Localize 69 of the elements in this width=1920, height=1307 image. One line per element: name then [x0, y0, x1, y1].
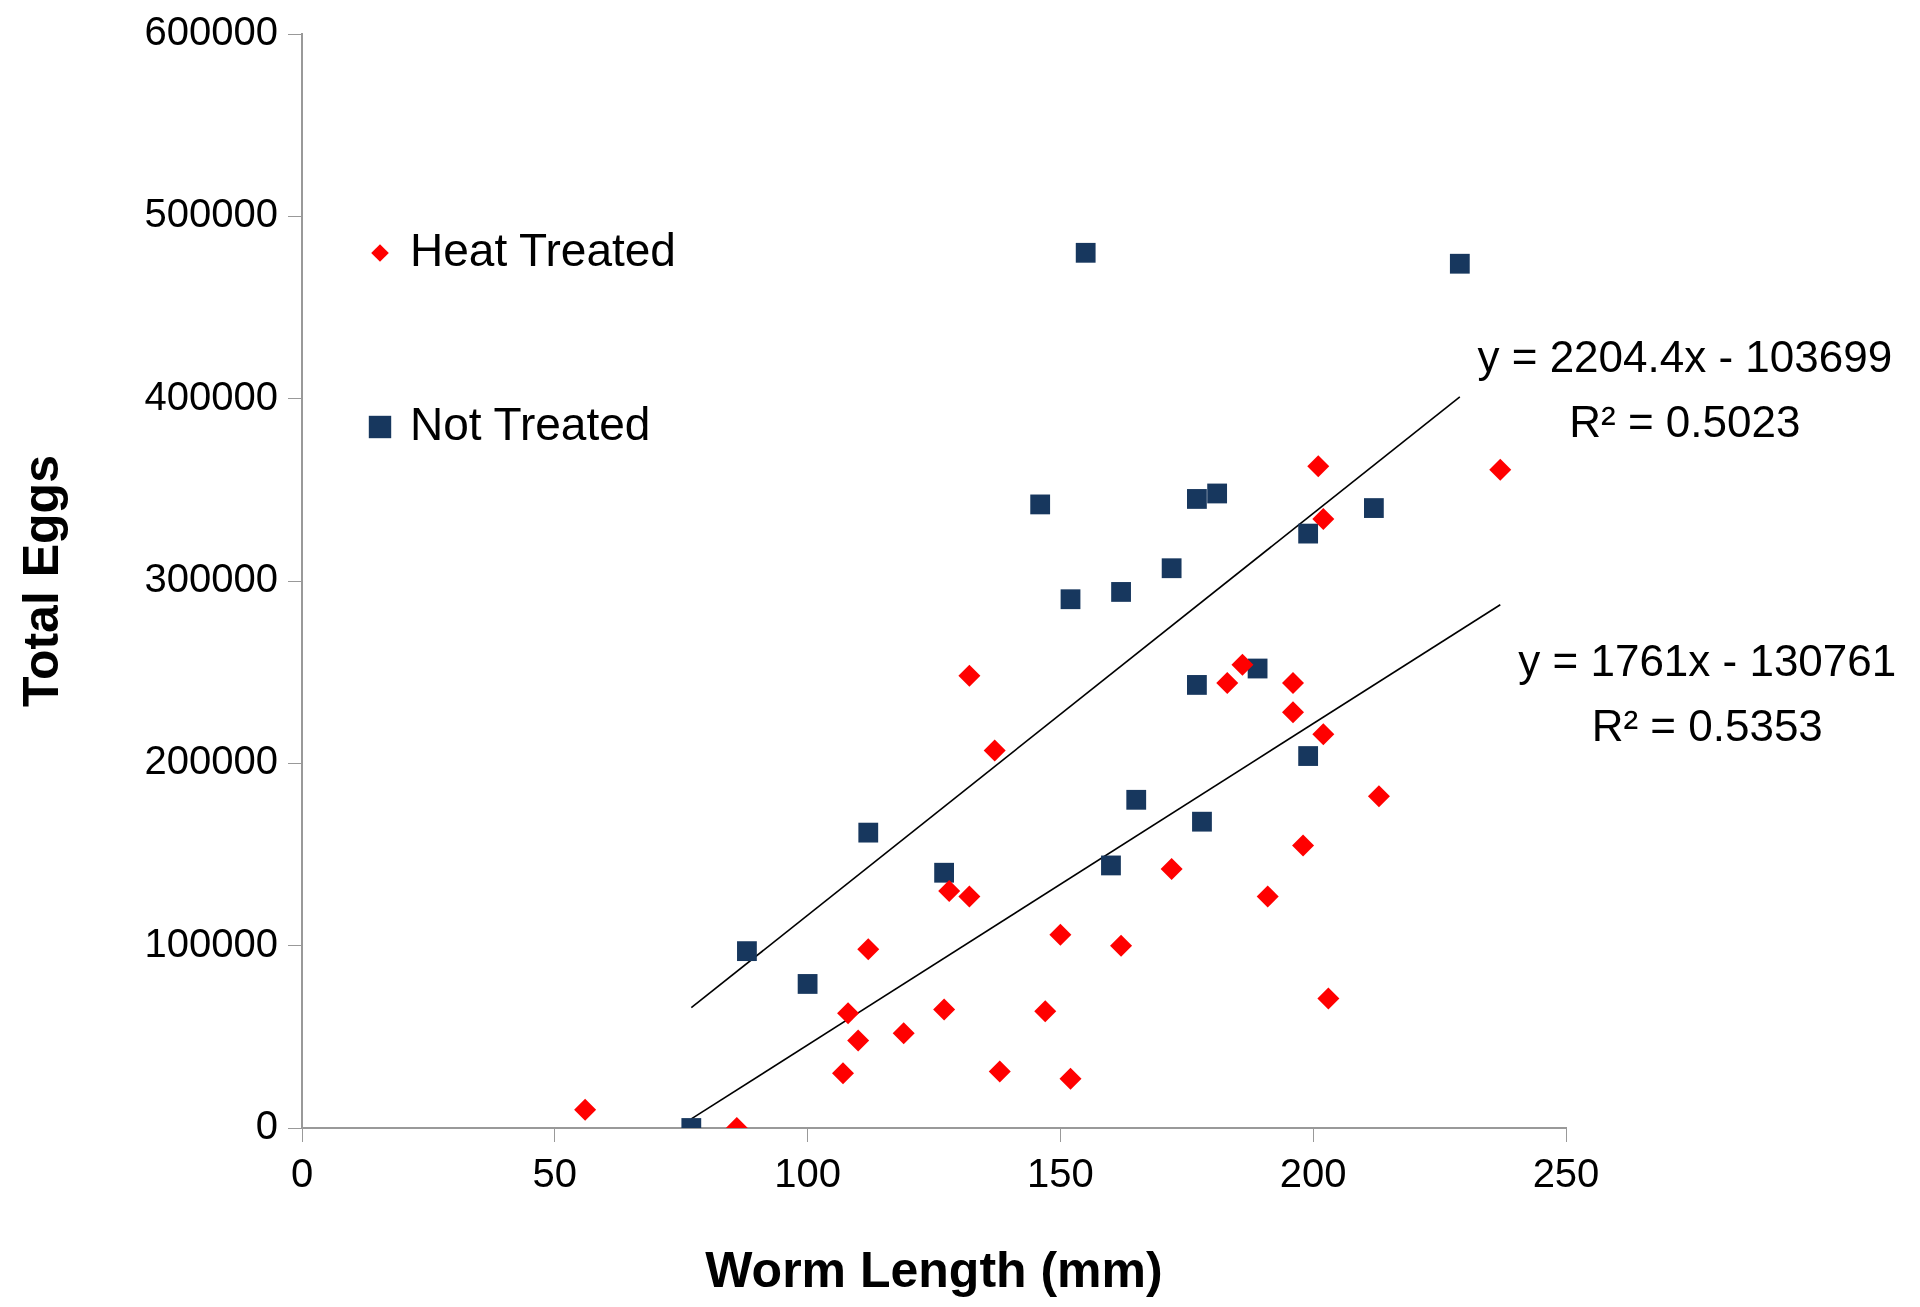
point	[892, 1022, 915, 1045]
point	[1207, 483, 1228, 504]
point	[1059, 1067, 1082, 1090]
point	[1187, 489, 1207, 509]
point	[1216, 672, 1239, 695]
point	[1111, 582, 1131, 602]
y-tick-label: 500000	[144, 191, 278, 236]
point	[1060, 589, 1081, 610]
text: R² = 0.5023	[1569, 396, 1801, 446]
point	[837, 1002, 860, 1025]
point	[797, 974, 818, 994]
point	[1256, 885, 1279, 908]
y-tick-label: 0	[255, 1103, 278, 1148]
point	[988, 1060, 1011, 1083]
text: R² = 0.5353	[1591, 700, 1823, 750]
x-tick-label: 250	[1532, 1151, 1600, 1196]
point	[1489, 458, 1512, 481]
point	[1160, 858, 1183, 881]
point	[1281, 701, 1304, 724]
x-tick-label: 150	[1027, 1151, 1094, 1196]
point	[1292, 834, 1315, 857]
point	[737, 941, 757, 962]
point	[831, 1062, 854, 1085]
point	[958, 664, 981, 687]
y-axis-title: Total Eggs	[12, 455, 69, 707]
point	[938, 879, 961, 902]
point	[574, 1098, 597, 1121]
y-tick-label: 600000	[144, 9, 278, 54]
x-tick-label: 50	[532, 1151, 578, 1196]
point	[1192, 811, 1212, 832]
annotation: y = 1761x - 130761	[1518, 635, 1897, 685]
point	[858, 822, 879, 843]
x-tick-label: 200	[1279, 1151, 1347, 1196]
point	[1075, 242, 1096, 263]
point	[1126, 789, 1147, 810]
point	[1298, 746, 1319, 766]
point	[1307, 455, 1330, 478]
point	[1101, 855, 1121, 876]
point	[1030, 494, 1051, 515]
y-tick-label: 300000	[144, 556, 278, 601]
point	[1367, 785, 1390, 808]
x-tick-label: 0	[290, 1151, 314, 1196]
point	[1363, 498, 1384, 518]
point	[1317, 987, 1340, 1010]
point	[983, 739, 1006, 762]
point	[1281, 672, 1304, 695]
point	[847, 1029, 870, 1052]
y-tick-label: 100000	[144, 920, 278, 965]
point	[958, 885, 981, 908]
legend-label: Not Treated	[410, 397, 651, 450]
point	[1161, 558, 1182, 579]
annotation: y = 2204.4x - 103699	[1477, 331, 1893, 381]
point	[1187, 675, 1207, 695]
point	[1034, 1000, 1057, 1023]
point	[857, 938, 880, 961]
x-axis-title: Worm Length (mm)	[705, 1241, 1163, 1298]
y-tick-label: 200000	[144, 738, 278, 783]
legend-label: Heat Treated	[410, 223, 676, 276]
point	[1312, 723, 1335, 746]
point	[933, 998, 956, 1021]
point	[1298, 523, 1319, 544]
y-tick-label: 400000	[144, 373, 278, 418]
point	[1231, 653, 1254, 676]
x-tick-label: 100	[774, 1151, 841, 1196]
point	[1312, 508, 1335, 531]
point	[1049, 923, 1072, 946]
point	[1110, 934, 1133, 957]
point	[934, 862, 955, 883]
point	[1449, 253, 1470, 274]
